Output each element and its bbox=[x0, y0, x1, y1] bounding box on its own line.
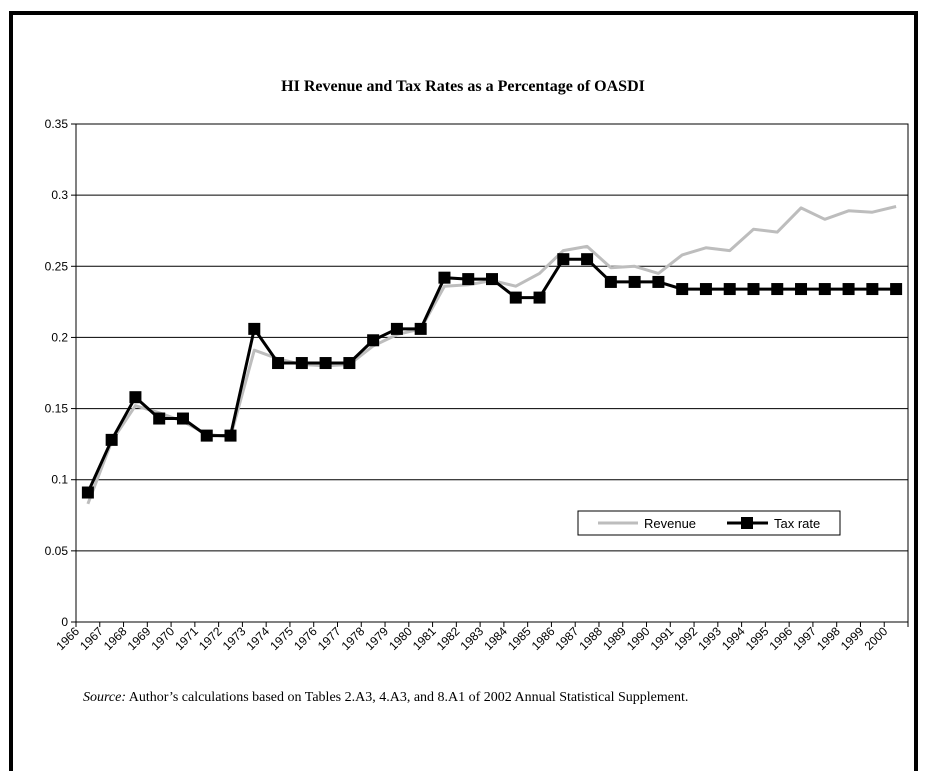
tax-rate-marker bbox=[295, 357, 308, 370]
x-tick-label: 1991 bbox=[648, 624, 677, 653]
x-tick-label: 1985 bbox=[505, 624, 534, 653]
source-label: Source: bbox=[83, 690, 127, 705]
x-tick-label: 1972 bbox=[196, 624, 225, 653]
x-tick-label: 1989 bbox=[600, 624, 629, 653]
tax-rate-marker bbox=[652, 275, 665, 288]
tax-rate-marker bbox=[200, 429, 213, 442]
y-tick-label: 0.25 bbox=[45, 259, 69, 273]
tax-rate-marker bbox=[319, 357, 332, 370]
tax-rate-marker bbox=[486, 273, 498, 286]
x-tick-label: 1976 bbox=[291, 624, 320, 653]
tax-rate-marker bbox=[533, 291, 546, 304]
tax-rate-marker bbox=[699, 283, 712, 296]
tax-rate-marker bbox=[129, 391, 142, 404]
legend-marker-tax-rate bbox=[741, 517, 753, 529]
y-tick-label: 0.15 bbox=[45, 402, 69, 416]
y-tick-label: 0.1 bbox=[51, 473, 68, 487]
x-tick-label: 1983 bbox=[457, 624, 486, 653]
x-tick-label: 1984 bbox=[481, 624, 510, 653]
x-tick-label: 1967 bbox=[77, 624, 106, 653]
tax-rate-marker bbox=[390, 322, 403, 335]
figure-frame bbox=[9, 11, 918, 771]
y-tick-label: 0.2 bbox=[51, 330, 68, 344]
chart-title: HI Revenue and Tax Rates as a Percentage… bbox=[281, 78, 645, 95]
x-tick-label: 1996 bbox=[766, 624, 795, 653]
x-tick-label: 1975 bbox=[267, 624, 296, 653]
tax-rate-marker bbox=[367, 334, 380, 347]
source-text: Author’s calculations based on Tables 2.… bbox=[126, 690, 689, 705]
x-tick-label: 2000 bbox=[862, 624, 891, 653]
tax-rate-marker bbox=[818, 283, 831, 296]
tax-rate-marker bbox=[153, 412, 166, 425]
x-tick-label: 1992 bbox=[671, 624, 700, 653]
tax-rate-marker bbox=[628, 275, 641, 288]
x-tick-label: 1980 bbox=[386, 624, 415, 653]
tax-rate-marker bbox=[890, 283, 903, 296]
x-tick-label: 1998 bbox=[814, 624, 843, 653]
x-tick-label: 1999 bbox=[838, 624, 867, 653]
tax-rate-marker bbox=[224, 429, 237, 442]
tax-rate-marker bbox=[866, 283, 879, 296]
x-tick-label: 1997 bbox=[790, 624, 819, 653]
x-tick-label: 1993 bbox=[695, 624, 724, 653]
plot-area bbox=[75, 123, 909, 623]
x-tick-label: 1986 bbox=[529, 624, 558, 653]
x-tick-label: 1977 bbox=[315, 624, 344, 653]
x-tick-label: 1979 bbox=[362, 624, 391, 653]
y-tick-label: 0.3 bbox=[51, 188, 68, 202]
x-tick-label: 1968 bbox=[101, 624, 130, 653]
tax-rate-marker bbox=[557, 253, 570, 266]
tax-rate-marker bbox=[771, 283, 784, 296]
tax-rate-marker bbox=[723, 283, 736, 296]
x-tick-label: 1978 bbox=[339, 624, 368, 653]
tax-rate-marker bbox=[795, 283, 808, 296]
x-tick-label: 1990 bbox=[624, 624, 653, 653]
y-tick-label: 0.05 bbox=[45, 544, 69, 558]
source-note: Source: Author’s calculations based on T… bbox=[83, 690, 688, 706]
tax-rate-marker bbox=[676, 283, 689, 296]
x-tick-label: 1994 bbox=[719, 624, 748, 653]
x-tick-label: 1982 bbox=[434, 624, 463, 653]
x-tick-label: 1981 bbox=[410, 624, 439, 653]
tax-rate-marker bbox=[604, 275, 617, 288]
tax-rate-marker bbox=[272, 357, 285, 370]
x-tick-label: 1973 bbox=[220, 624, 249, 653]
x-tick-label: 1995 bbox=[743, 624, 772, 653]
x-tick-label: 1988 bbox=[576, 624, 605, 653]
tax-rate-marker bbox=[438, 271, 451, 284]
legend-label-revenue: Revenue bbox=[644, 516, 696, 531]
y-tick-label: 0.35 bbox=[45, 117, 69, 131]
x-tick-label: 1970 bbox=[148, 624, 177, 653]
x-tick-label: 1987 bbox=[553, 624, 582, 653]
tax-rate-marker bbox=[343, 357, 356, 370]
x-tick-label: 1974 bbox=[244, 624, 273, 653]
tax-rate-marker bbox=[248, 322, 261, 335]
tax-rate-marker bbox=[105, 433, 118, 446]
tax-rate-marker bbox=[462, 273, 475, 286]
tax-rate-marker bbox=[176, 412, 189, 425]
tax-rate-marker bbox=[81, 486, 94, 499]
tax-rate-marker bbox=[842, 283, 855, 296]
tax-rate-marker bbox=[747, 283, 760, 296]
series-line-revenue bbox=[86, 205, 897, 505]
x-tick-label: 1969 bbox=[125, 624, 154, 653]
x-tick-label: 1966 bbox=[53, 624, 82, 653]
tax-rate-marker bbox=[509, 291, 522, 304]
legend-label-tax-rate: Tax rate bbox=[774, 516, 820, 531]
x-tick-label: 1971 bbox=[172, 624, 201, 653]
tax-rate-marker bbox=[581, 253, 594, 266]
tax-rate-marker bbox=[414, 322, 427, 335]
y-tick-label: 0 bbox=[61, 615, 68, 629]
